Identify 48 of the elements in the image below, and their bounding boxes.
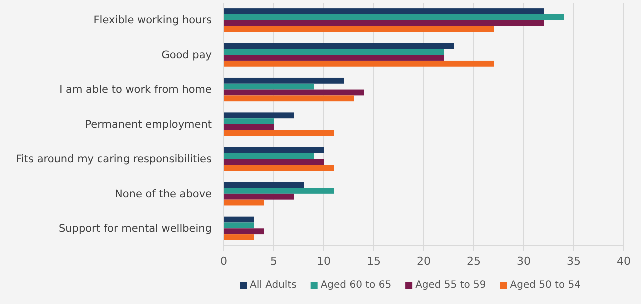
- bar: [224, 84, 314, 90]
- bar: [224, 8, 544, 14]
- y-tick-label: None of the above: [115, 188, 212, 200]
- x-tick-label: 25: [467, 254, 481, 268]
- bar: [224, 130, 334, 136]
- bar: [224, 26, 494, 32]
- legend-label: Aged 60 to 65: [320, 280, 392, 291]
- x-tick-label: 20: [417, 254, 431, 268]
- bar: [224, 234, 254, 240]
- bar: [224, 118, 274, 124]
- y-tick-label: Support for mental wellbeing: [58, 223, 212, 236]
- bar: [224, 55, 444, 61]
- bar: [224, 194, 294, 200]
- bar: [224, 20, 544, 26]
- bar: [224, 228, 264, 235]
- bar: [224, 159, 324, 166]
- bar: [224, 43, 454, 50]
- bar: [224, 222, 254, 229]
- bar: [224, 147, 324, 154]
- y-tick-label: Flexible working hours: [94, 14, 212, 27]
- bar: [224, 165, 334, 172]
- bar: [224, 14, 564, 20]
- x-tick-label: 40: [617, 254, 631, 268]
- x-tick-label: 10: [317, 254, 331, 268]
- bar: [224, 124, 274, 130]
- x-tick-label: 5: [270, 254, 278, 268]
- y-tick-label: Good pay: [162, 49, 212, 62]
- y-tick-label: Fits around my caring responsibilities: [16, 154, 212, 166]
- bar: [224, 216, 254, 223]
- bar: [224, 90, 364, 96]
- legend-label: All Adults: [250, 280, 297, 291]
- x-tick-label: 35: [567, 254, 581, 268]
- x-tick-label: 15: [367, 254, 381, 268]
- bar: [224, 49, 444, 56]
- legend-label: Aged 55 to 59: [416, 280, 486, 291]
- y-tick-label: I am able to work from home: [60, 84, 212, 96]
- bar: [224, 78, 344, 84]
- legend-label: Aged 50 to 54: [510, 280, 581, 291]
- x-tick-label: 30: [517, 254, 531, 268]
- bar: [224, 112, 294, 119]
- y-tick-label: Permanent employment: [85, 118, 212, 131]
- bar: [224, 188, 334, 194]
- bar: [224, 60, 494, 67]
- bar: [224, 96, 354, 102]
- bar: [224, 153, 314, 160]
- bar: [224, 200, 264, 206]
- bar: [224, 182, 304, 188]
- x-tick-label: 0: [220, 254, 228, 268]
